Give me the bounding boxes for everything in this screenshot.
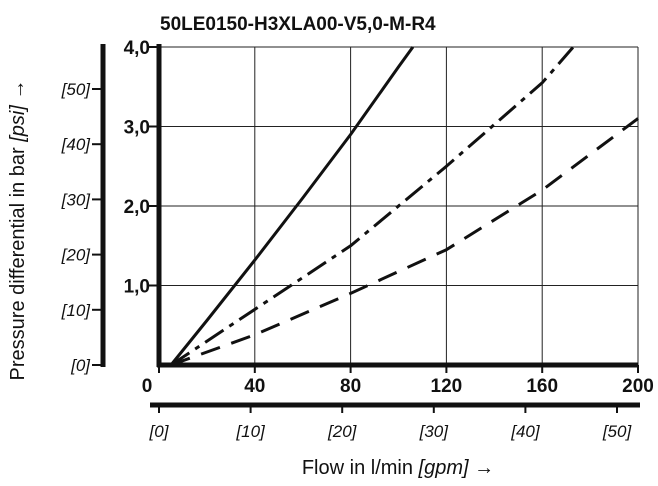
y-tick-label: 4,0 [124,38,150,59]
y-secondary-tick-label: [10] [61,301,92,320]
x-tick-label: 40 [244,376,265,397]
x-axis-label-arrow: → [469,457,495,479]
x-secondary-tick-label: [40] [510,422,541,441]
y-tick-label: 2,0 [124,197,150,218]
series-line-dash-dot [170,46,575,367]
tick-labels: 0 40 80 120 160 200 1,0 2,0 3,0 4,0 [0] [10] [20] [30… [61,38,654,441]
x-axis-label-text: Flow in l/min [302,457,419,479]
x-tick-label: 80 [340,376,361,397]
y-tick-label: 3,0 [124,118,150,139]
y-tick-label: 1,0 [124,277,150,298]
x-secondary-tick-label: [0] [149,422,170,441]
chart-title: 50LE0150-H3XLA00-V5,0-M-R4 [160,14,436,35]
x-axis-label-unit: [gpm] [418,457,469,479]
y-secondary-tick-label: [0] [70,356,91,375]
y-axis-label-text: Pressure differential in bar [7,142,29,381]
y-secondary-tick-label: [40] [61,135,92,154]
x-axis-label: Flow in l/min [gpm] → [302,457,494,479]
x-tick-label: 0 [142,376,153,397]
y-axis-label-arrow: → [7,80,29,106]
x-secondary-tick-label: [10] [235,422,266,441]
y-secondary-tick-label: [50] [61,80,92,99]
x-secondary-tick-label: [20] [327,422,358,441]
x-tick-label: 120 [431,376,463,397]
x-tick-label: 160 [526,376,558,397]
x-tick-label: 200 [622,376,654,397]
series-line-solid [169,46,415,366]
x-secondary-tick-label: [30] [419,422,450,441]
grid [158,46,639,365]
x-secondary-tick-label: [50] [602,422,633,441]
y-secondary-tick-label: [20] [61,246,92,265]
y-secondary-tick-label: [30] [61,190,92,209]
series-line-dashed [170,117,639,367]
y-axis-label-unit: [psi] [7,105,29,143]
y-axis-label: Pressure differential in bar [psi] → [7,80,29,381]
series-layer [169,46,639,367]
